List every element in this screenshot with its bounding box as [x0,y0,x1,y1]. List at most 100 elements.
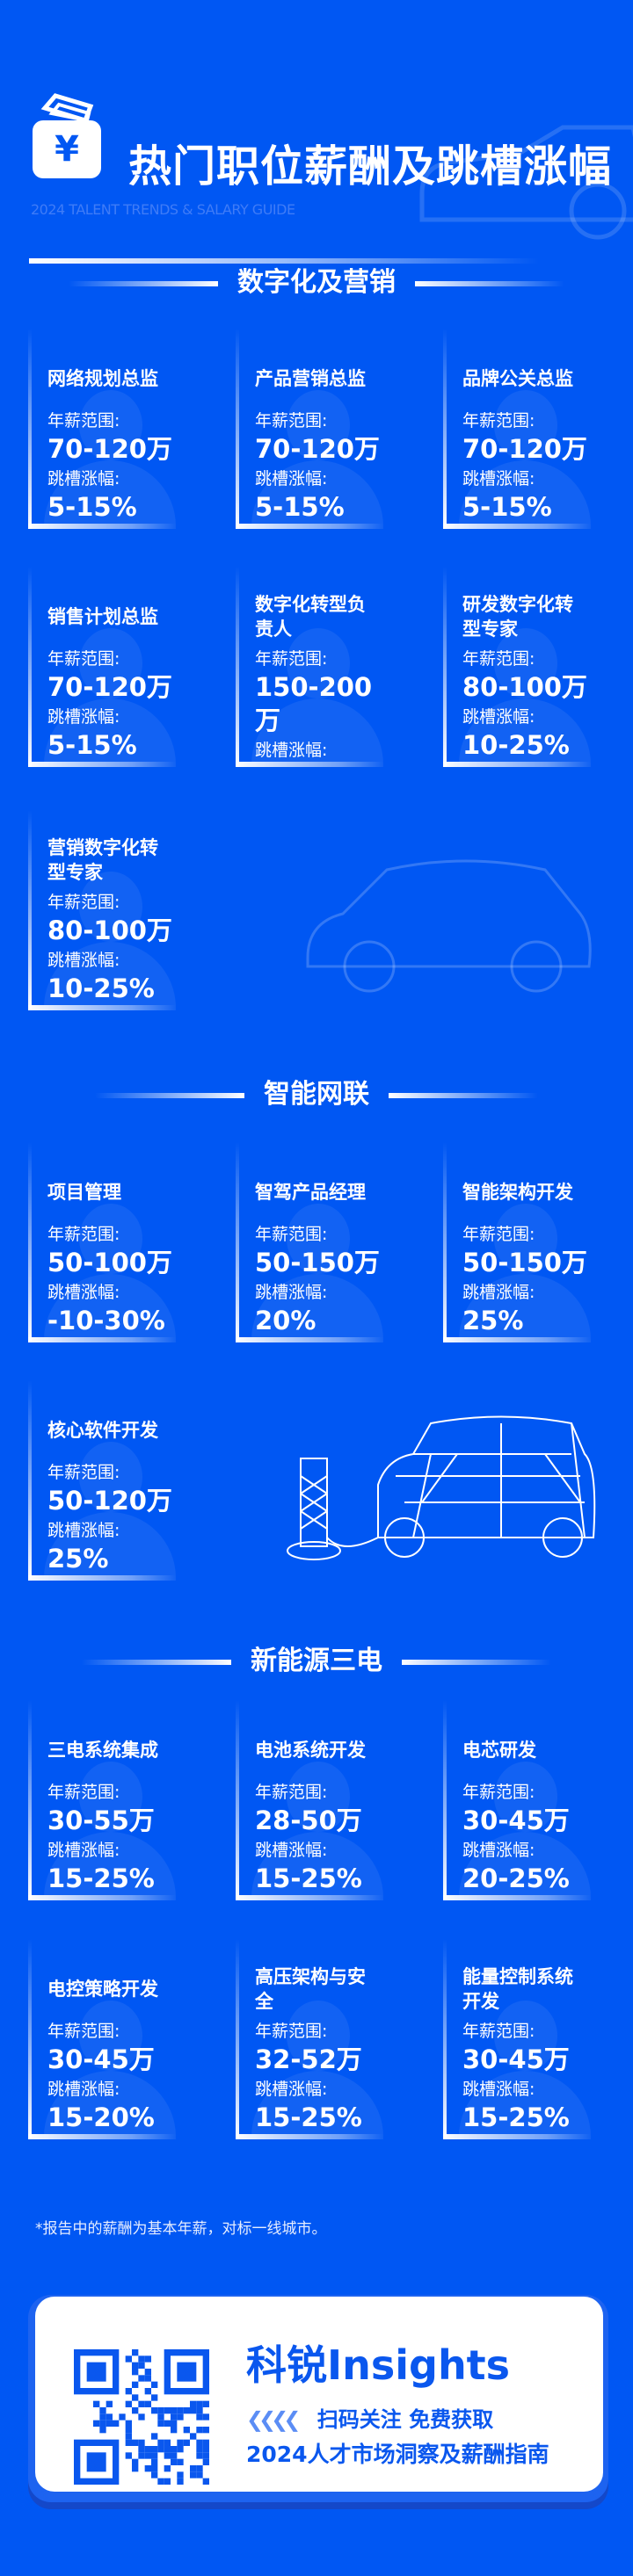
salary-label: 年薪范围: [47,1225,120,1244]
raise-value: 15-20% [47,2102,155,2132]
salary-value: 70-120万 [47,672,172,702]
job-title: 项目管理 [47,1182,121,1203]
raise-label: 跳槽涨幅: [47,1841,120,1860]
raise-label: 跳槽涨幅: [255,469,328,488]
salary-value: 70-120万 [47,434,172,464]
raise-value: 20-25% [462,1863,570,1893]
job-card: 智驾产品经理 年薪范围: 50-150万 跳槽涨幅: 20% [236,1142,383,1342]
salary-label: 年薪范围: [462,649,535,669]
salary-label: 年薪范围: [47,1463,120,1482]
divider [69,280,218,286]
salary-value: 70-120万 [255,434,380,464]
job-title: 销售计划总监 [47,606,158,627]
salary-value: 50-150万 [255,1248,380,1277]
raise-label: 跳槽涨幅: [255,1841,328,1860]
salary-label: 年薪范围: [47,649,120,669]
raise-value: 10-25% [47,973,155,1003]
raise-value: 25% [47,1544,109,1574]
raise-value: 5-15% [462,492,552,522]
cta-text: 扫码关注 免费获取 [316,2407,494,2432]
person-silhouette-icon [494,1762,557,1832]
person-silhouette-icon [79,628,142,698]
person-silhouette-icon [287,2001,350,2071]
raise-value: 10-25% [255,762,383,767]
section-title: 新能源三电 [251,1646,382,1676]
raise-value: 25% [462,1306,524,1335]
cta-subtitle: 2024人才市场洞察及薪酬指南 [246,2442,549,2467]
salary-label: 年薪范围: [255,649,328,669]
section-title: 数字化及营销 [237,267,396,298]
page-title: 热门职位薪酬及跳槽涨幅 [128,141,613,192]
raise-label: 跳槽涨幅: [462,469,535,488]
job-card: 数字化转型负责人 年薪范围: 150-200万 跳槽涨幅: 10-25% [236,567,383,767]
qr-code-icon[interactable] [74,2349,209,2485]
job-card: 营销数字化转型专家 年薪范围: 80-100万 跳槽涨幅: 10-25% [28,810,176,1010]
job-card: 电池系统开发 年薪范围: 28-50万 跳槽涨幅: 15-25% [236,1700,383,1900]
salary-label: 年薪范围: [462,2022,535,2041]
salary-value: 80-100万 [47,915,172,945]
person-silhouette-icon [494,628,557,698]
job-card: 网络规划总监 年薪范围: 70-120万 跳槽涨幅: 5-15% [28,329,176,529]
raise-value: 5-15% [255,492,345,522]
person-silhouette-icon [79,872,142,942]
raise-value: 15-25% [47,1863,155,1893]
salary-label: 年薪范围: [47,1783,120,1802]
person-silhouette-icon [79,1442,142,1512]
salary-value: 30-45万 [47,2044,155,2074]
car-outline-icon [419,125,633,240]
raise-label: 跳槽涨幅: [255,741,328,760]
person-silhouette-icon [494,1204,557,1274]
job-card: 研发数字化转型专家 年薪范围: 80-100万 跳槽涨幅: 10-25% [443,567,591,767]
section-header: 新能源三电 [0,1639,633,1677]
raise-value: 15-25% [255,1863,362,1893]
wallet-yuan-icon: ¥ [33,93,101,178]
suv-car-image [306,859,592,993]
job-card: 三电系统集成 年薪范围: 30-55万 跳槽涨幅: 15-25% [28,1700,176,1900]
job-card: 能量控制系统开发 年薪范围: 30-45万 跳槽涨幅: 15-25% [443,1939,591,2139]
salary-value: 150-200万 [255,672,373,735]
raise-label: 跳槽涨幅: [255,2080,328,2099]
cta-line: ❮❮❮❮ 扫码关注 免费获取 [246,2402,493,2433]
salary-label: 年薪范围: [255,2022,328,2041]
job-title: 三电系统集成 [47,1740,158,1761]
job-card: 产品营销总监 年薪范围: 70-120万 跳槽涨幅: 5-15% [236,329,383,529]
job-card: 电控策略开发 年薪范围: 30-45万 跳槽涨幅: 15-20% [28,1939,176,2139]
salary-label: 年薪范围: [462,1225,535,1244]
person-silhouette-icon [287,628,350,698]
raise-value: 20% [255,1306,316,1335]
footnote: *报告中的薪酬为基本年薪，对标一线城市。 [35,2220,327,2238]
divider [402,1659,551,1665]
salary-value: 80-100万 [462,672,587,702]
salary-value: 28-50万 [255,1805,362,1835]
person-silhouette-icon [494,2001,557,2071]
salary-value: 32-52万 [255,2044,362,2074]
salary-value: 50-150万 [462,1248,587,1277]
job-title: 网络规划总监 [47,368,158,389]
salary-value: 50-120万 [47,1486,172,1516]
raise-value: 5-15% [47,730,137,760]
footer-card: 科锐Insights ❮❮❮❮ 扫码关注 免费获取 2024人才市场洞察及薪酬指… [28,2295,608,2502]
salary-value: 30-45万 [462,2044,570,2074]
salary-label: 年薪范围: [47,2022,120,2041]
salary-label: 年薪范围: [47,411,120,431]
job-title: 核心软件开发 [47,1420,158,1441]
person-silhouette-icon [79,2001,142,2071]
title-underline [29,258,539,264]
brand-name: 科锐Insights [246,2341,511,2389]
person-silhouette-icon [287,1204,350,1274]
salary-label: 年薪范围: [462,411,535,431]
salary-value: 30-55万 [47,1805,155,1835]
divider [82,1659,231,1665]
raise-value: 15-25% [462,2102,570,2132]
svg-text:¥: ¥ [55,129,79,170]
page-subtitle: 2024 TALENT TRENDS & SALARY GUIDE [31,201,295,218]
job-card: 高压架构与安全 年薪范围: 32-52万 跳槽涨幅: 15-25% [236,1939,383,2139]
divider [389,1092,538,1098]
raise-value: -10-30% [47,1306,165,1335]
raise-value: 15-25% [255,2102,362,2132]
person-silhouette-icon [79,1204,142,1274]
job-card: 电芯研发 年薪范围: 30-45万 跳槽涨幅: 20-25% [443,1700,591,1900]
job-title: 智能架构开发 [462,1182,573,1203]
job-card: 核心软件开发 年薪范围: 50-120万 跳槽涨幅: 25% [28,1380,176,1581]
salary-label: 年薪范围: [255,411,328,431]
